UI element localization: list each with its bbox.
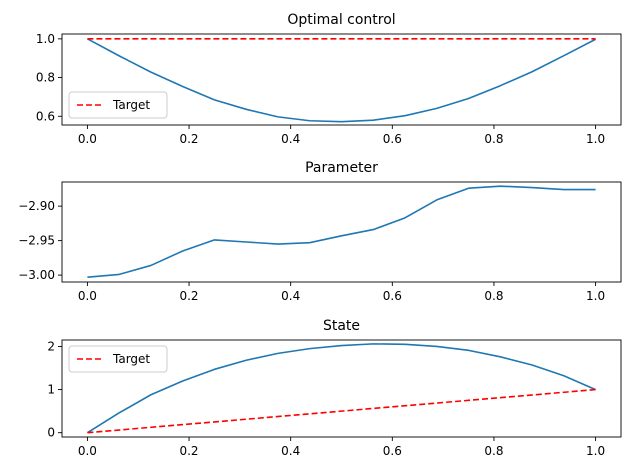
y-tick-label: −2.90 (18, 199, 55, 213)
axes-frame (61, 33, 622, 126)
x-tick-label: 1.0 (586, 444, 605, 458)
y-tick-label: 1.0 (36, 32, 55, 46)
y-tick-label: 1 (47, 383, 55, 397)
x-tick-label: 0.4 (281, 444, 300, 458)
y-tick-label: 0.8 (36, 71, 55, 85)
x-tick-label: 0.2 (179, 444, 198, 458)
subplot-3: State 0.0 0.2 0.4 0.6 0.8 1.0 0 1 2 Target (47, 318, 622, 458)
legend-label: Target (112, 352, 150, 366)
subplot-2: Parameter 0.0 0.2 0.4 0.6 0.8 1.0 −2.90 −2.95 −3.… (18, 160, 622, 303)
legend: Target (68, 345, 168, 373)
series-line (87, 38, 596, 123)
legend: Target (68, 91, 168, 119)
series-line (87, 185, 596, 278)
x-tick-label: 0.2 (179, 289, 198, 303)
x-tick-label: 0.8 (484, 289, 503, 303)
legend-label: Target (112, 98, 150, 112)
x-tick-label: 0.4 (281, 132, 300, 146)
x-tick-label: 0.8 (484, 444, 503, 458)
x-tick-label: 0.0 (78, 444, 97, 458)
x-tick-label: 1.0 (586, 132, 605, 146)
subplot-title: Parameter (305, 160, 378, 176)
series-line (86, 343, 596, 434)
y-tick-label: 0 (47, 426, 55, 440)
legend-box (68, 91, 168, 119)
x-tick-label: 1.0 (586, 289, 605, 303)
x-tick-label: 0.0 (78, 132, 97, 146)
axes-frame (61, 339, 622, 438)
x-tick-label: 0.2 (179, 132, 198, 146)
series-line-target (87, 388, 596, 434)
y-tick-label: −2.95 (18, 234, 55, 248)
x-tick-label: 0.8 (484, 132, 503, 146)
x-tick-label: 0.6 (383, 132, 402, 146)
subplot-1: Optimal control 0.0 0.2 0.4 0.6 0.8 1.0 0.6 0.8 1… (36, 12, 622, 146)
y-tick-label: 0.6 (36, 109, 55, 123)
x-tick-label: 0.0 (78, 289, 97, 303)
x-tick-label: 0.6 (383, 289, 402, 303)
x-tick-label: 0.4 (281, 289, 300, 303)
y-tick-label: 2 (47, 339, 55, 353)
axes-frame (61, 181, 622, 283)
x-tick-label: 0.6 (383, 444, 402, 458)
subplot-title: State (323, 318, 360, 334)
subplot-title: Optimal control (287, 12, 395, 28)
legend-box (68, 345, 168, 373)
y-tick-label: −3.00 (18, 268, 55, 282)
